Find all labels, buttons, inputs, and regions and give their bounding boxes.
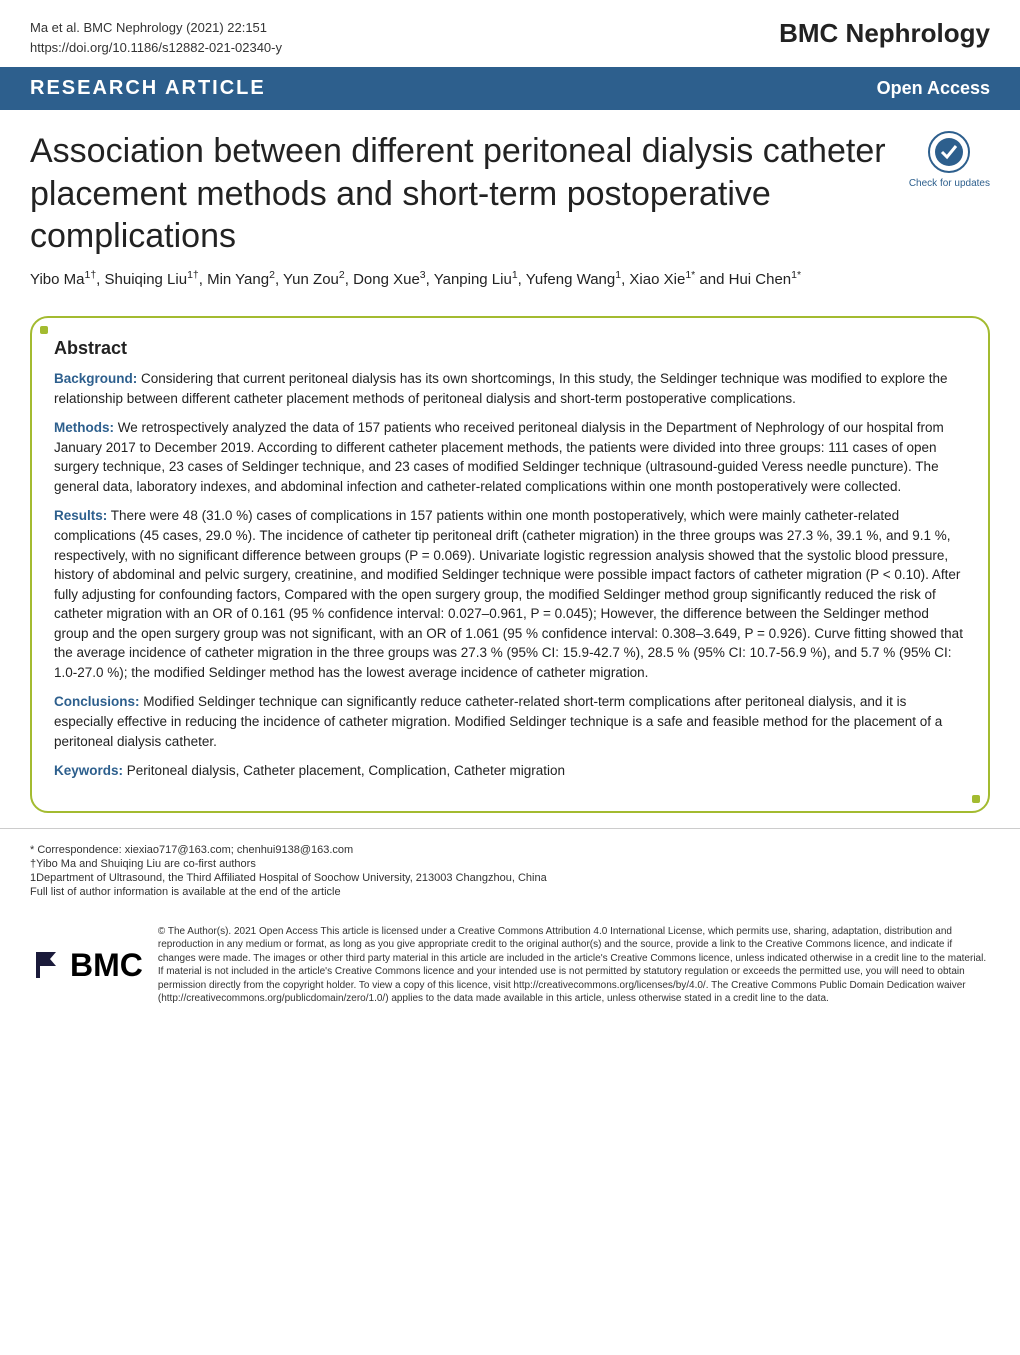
license-row: BMC © The Author(s). 2021 Open Access Th… xyxy=(0,915,1020,1026)
citation-line1: Ma et al. BMC Nephrology (2021) 22:151 xyxy=(30,18,282,38)
correspondence: * Correspondence: xiexiao717@163.com; ch… xyxy=(30,844,990,856)
keywords-text: Peritoneal dialysis, Catheter placement,… xyxy=(127,763,565,778)
keywords-label: Keywords: xyxy=(54,763,123,778)
full-author-list-note: Full list of author information is avail… xyxy=(30,886,990,898)
crossmark-icon xyxy=(927,130,971,174)
cofirst-note: †Yibo Ma and Shuiqing Liu are co-first a… xyxy=(30,858,990,870)
bmc-text: BMC xyxy=(70,947,143,984)
abstract-background: Background: Considering that current per… xyxy=(54,369,966,408)
license-text: © The Author(s). 2021 Open Access This a… xyxy=(158,925,990,1006)
background-label: Background: xyxy=(54,371,137,386)
article-banner: RESEARCH ARTICLE Open Access xyxy=(0,67,1020,110)
footer-info: * Correspondence: xiexiao717@163.com; ch… xyxy=(0,828,1020,915)
abstract-conclusions: Conclusions: Modified Seldinger techniqu… xyxy=(54,692,966,751)
abstract-box: Abstract Background: Considering that cu… xyxy=(30,316,990,813)
abstract-results: Results: There were 48 (31.0 %) cases of… xyxy=(54,506,966,682)
abstract-heading: Abstract xyxy=(54,338,966,359)
article-title: Association between different peritoneal… xyxy=(30,130,909,258)
bmc-flag-icon xyxy=(30,948,64,982)
results-label: Results: xyxy=(54,508,107,523)
methods-text: We retrospectively analyzed the data of … xyxy=(54,420,944,494)
abstract-methods: Methods: We retrospectively analyzed the… xyxy=(54,418,966,496)
check-updates-text: Check for updates xyxy=(909,178,990,189)
citation-line2: https://doi.org/10.1186/s12882-021-02340… xyxy=(30,38,282,58)
open-access-label: Open Access xyxy=(877,78,990,99)
results-text: There were 48 (31.0 %) cases of complica… xyxy=(54,508,963,680)
header: Ma et al. BMC Nephrology (2021) 22:151 h… xyxy=(0,0,1020,67)
title-row: Association between different peritoneal… xyxy=(0,110,1020,268)
citation-block: Ma et al. BMC Nephrology (2021) 22:151 h… xyxy=(30,18,282,57)
methods-label: Methods: xyxy=(54,420,114,435)
check-updates-badge[interactable]: Check for updates xyxy=(909,130,990,258)
background-text: Considering that current peritoneal dial… xyxy=(54,371,947,406)
abstract-keywords: Keywords: Peritoneal dialysis, Catheter … xyxy=(54,761,966,781)
affiliation: 1Department of Ultrasound, the Third Aff… xyxy=(30,872,990,884)
authors-list: Yibo Ma1†, Shuiqing Liu1†, Min Yang2, Yu… xyxy=(0,268,1020,307)
journal-name: BMC Nephrology xyxy=(779,18,990,49)
article-type: RESEARCH ARTICLE xyxy=(30,77,266,100)
bmc-logo: BMC xyxy=(30,925,143,1006)
conclusions-label: Conclusions: xyxy=(54,694,140,709)
conclusions-text: Modified Seldinger technique can signifi… xyxy=(54,694,942,748)
